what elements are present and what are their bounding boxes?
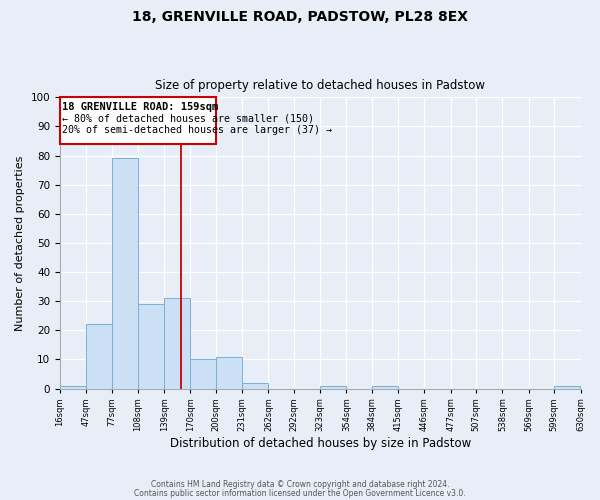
Bar: [242, 382, 268, 388]
Bar: [190, 360, 216, 388]
Y-axis label: Number of detached properties: Number of detached properties: [15, 155, 25, 330]
Text: ← 80% of detached houses are smaller (150): ← 80% of detached houses are smaller (15…: [62, 114, 314, 124]
Bar: [320, 386, 346, 388]
Bar: [554, 386, 580, 388]
Bar: [216, 356, 242, 388]
Bar: [164, 298, 190, 388]
Text: Contains HM Land Registry data © Crown copyright and database right 2024.: Contains HM Land Registry data © Crown c…: [151, 480, 449, 489]
Text: 20% of semi-detached houses are larger (37) →: 20% of semi-detached houses are larger (…: [62, 125, 332, 135]
Text: 18, GRENVILLE ROAD, PADSTOW, PL28 8EX: 18, GRENVILLE ROAD, PADSTOW, PL28 8EX: [132, 10, 468, 24]
Bar: [60, 386, 86, 388]
Bar: [112, 158, 138, 388]
Title: Size of property relative to detached houses in Padstow: Size of property relative to detached ho…: [155, 79, 485, 92]
Bar: [86, 324, 112, 388]
Text: 18 GRENVILLE ROAD: 159sqm: 18 GRENVILLE ROAD: 159sqm: [62, 102, 218, 112]
Bar: [60, 98, 216, 144]
X-axis label: Distribution of detached houses by size in Padstow: Distribution of detached houses by size …: [170, 437, 471, 450]
Bar: [372, 386, 398, 388]
Text: Contains public sector information licensed under the Open Government Licence v3: Contains public sector information licen…: [134, 488, 466, 498]
Bar: [138, 304, 164, 388]
